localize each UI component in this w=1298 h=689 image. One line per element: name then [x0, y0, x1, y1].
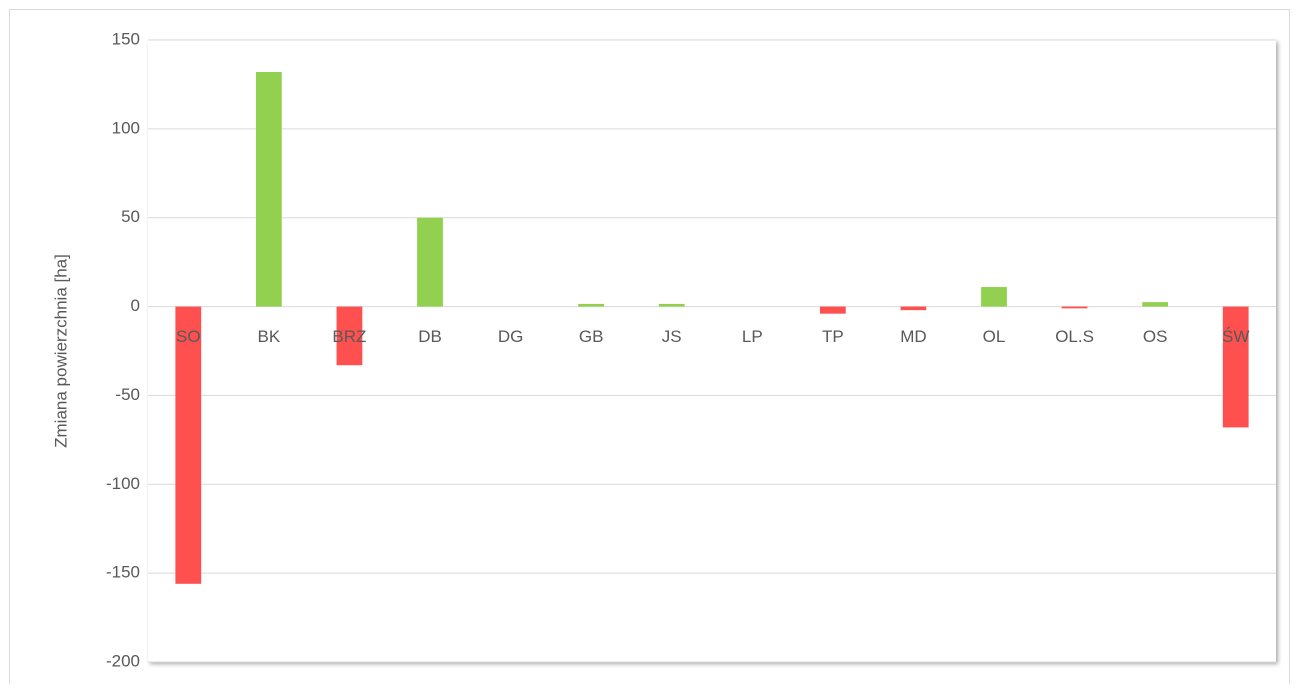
x-tick-label: JS [662, 327, 682, 346]
bar [175, 306, 202, 584]
x-tick-label: DB [418, 327, 442, 346]
plot-area [148, 40, 1276, 662]
bar [1061, 306, 1088, 309]
bar [255, 71, 282, 307]
x-tick-label: BK [258, 327, 281, 346]
x-tick-label: LP [742, 327, 763, 346]
bar [658, 303, 685, 307]
y-tick-label: 100 [112, 118, 140, 137]
y-tick-label: -150 [106, 563, 140, 582]
x-tick-label: GB [579, 327, 604, 346]
y-tick-label: -200 [106, 651, 140, 670]
x-tick-label: ŚW [1222, 327, 1249, 346]
y-tick-label: 0 [131, 296, 140, 315]
x-tick-label: OS [1143, 327, 1168, 346]
x-tick-label: SO [176, 327, 201, 346]
y-tick-label: 150 [112, 29, 140, 48]
y-tick-label: 50 [121, 207, 140, 226]
x-tick-label: BRZ [332, 327, 366, 346]
bar [1142, 302, 1169, 307]
bar [819, 306, 846, 314]
bar [981, 287, 1007, 307]
bar [336, 306, 363, 366]
y-tick-label: -100 [106, 474, 140, 493]
y-axis-label: Zmiana powierzchnia [ha] [51, 254, 70, 448]
x-tick-label: OL [983, 327, 1006, 346]
y-tick-label: -50 [115, 385, 140, 404]
bar [417, 217, 443, 307]
x-tick-label: DG [498, 327, 524, 346]
bar [1222, 306, 1249, 428]
x-tick-label: MD [900, 327, 926, 346]
x-tick-label: TP [822, 327, 844, 346]
x-tick-label: OL.S [1055, 327, 1094, 346]
bar [578, 303, 605, 307]
bar [900, 306, 927, 311]
